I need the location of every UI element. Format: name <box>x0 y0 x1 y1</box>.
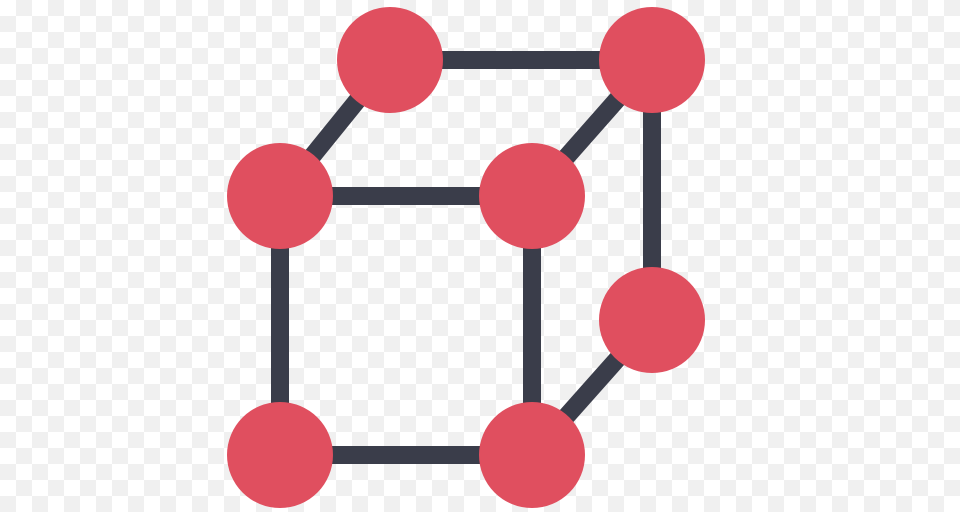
cube-wireframe-diagram <box>0 0 960 512</box>
node-back-top-right <box>599 7 705 113</box>
node-front-top-left <box>227 143 333 249</box>
node-front-bottom-left <box>227 402 333 508</box>
nodes-layer <box>227 7 705 508</box>
node-back-top-left <box>337 7 443 113</box>
transparency-background <box>0 0 960 512</box>
node-back-bottom-right <box>599 267 705 373</box>
node-front-top-right <box>479 143 585 249</box>
node-front-bottom-right <box>479 402 585 508</box>
edges-layer <box>280 60 652 455</box>
